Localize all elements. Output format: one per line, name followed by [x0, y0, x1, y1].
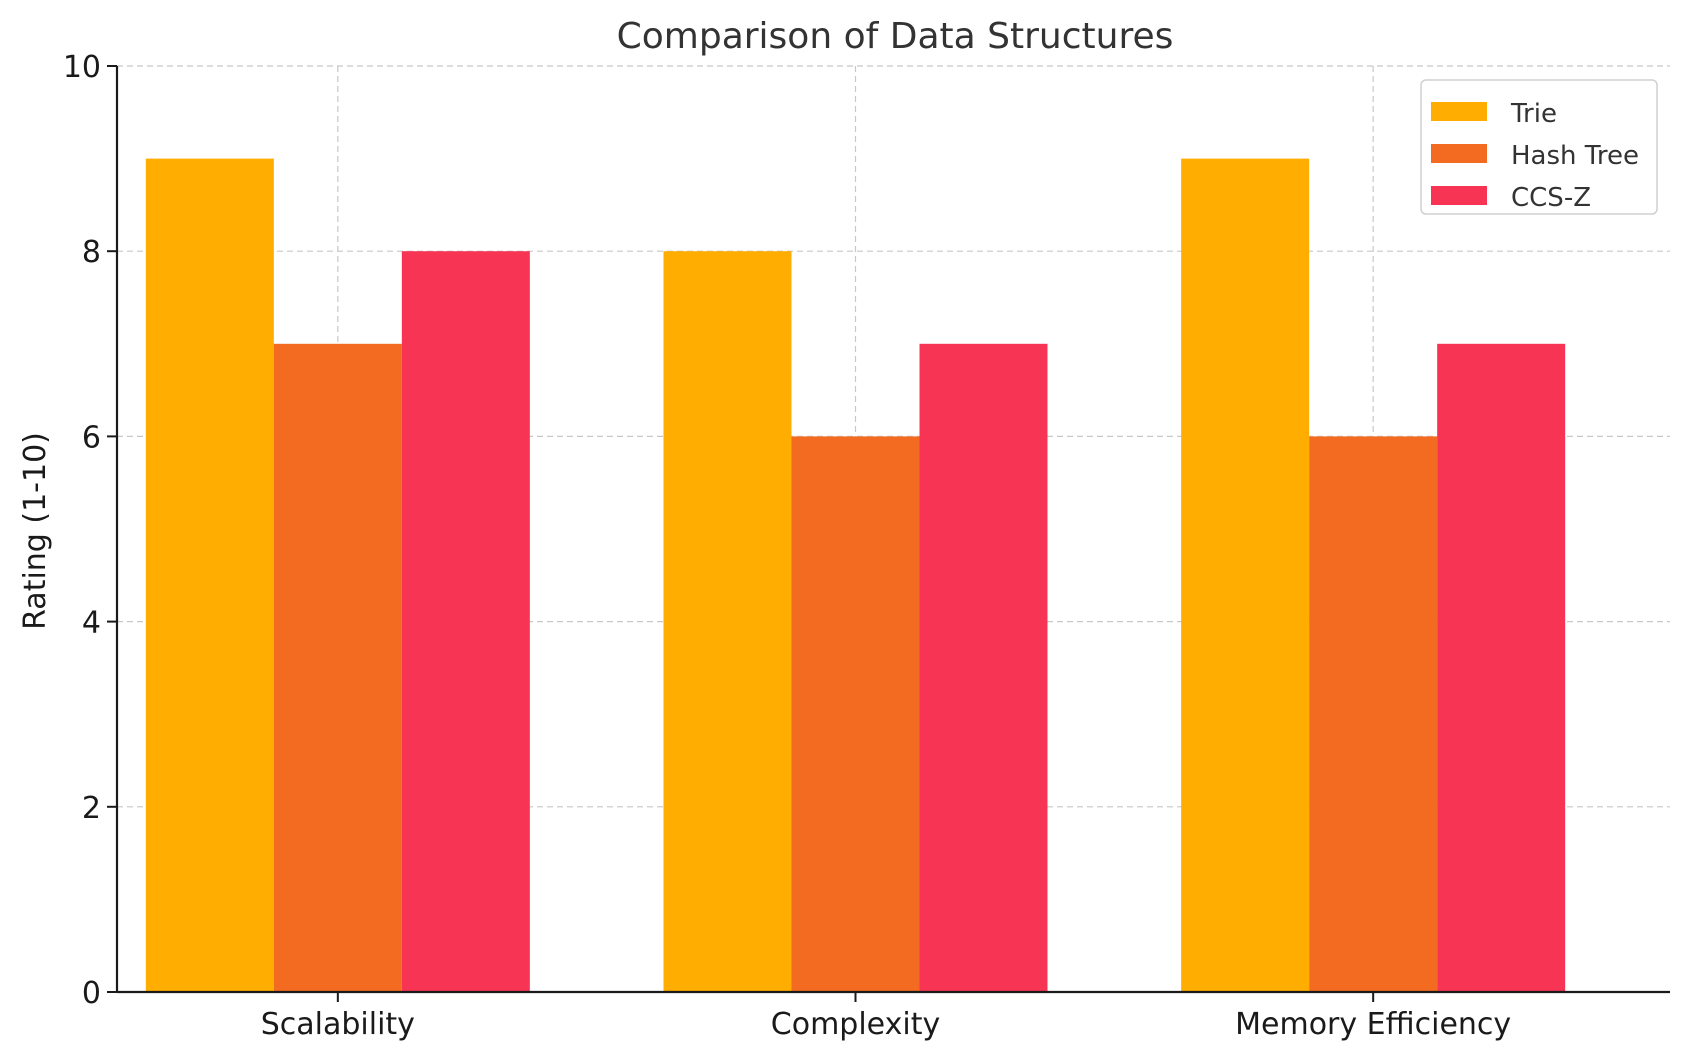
x-tick-label: Complexity [771, 1007, 940, 1042]
x-tick-label: Memory Efficiency [1235, 1007, 1511, 1042]
legend-swatch [1431, 186, 1487, 205]
y-axis-label: Rating (1-10) [18, 432, 53, 630]
bar-hash-tree-scalability [273, 343, 402, 992]
bar-hash-tree-memory-efficiency [1309, 436, 1438, 992]
y-tick-label: 6 [82, 420, 101, 455]
chart-title: Comparison of Data Structures [617, 16, 1174, 57]
bar-ccs-z-scalability [401, 251, 530, 992]
legend-swatch [1431, 102, 1487, 121]
legend-label: CCS-Z [1511, 183, 1591, 213]
tick-labels: 0 2 4 6 8 10 Scalability Complexity Memory Effic… [63, 50, 1511, 1042]
bar-ccs-z-complexity [919, 343, 1048, 992]
bars [145, 158, 1566, 993]
axes [107, 65, 1670, 1002]
bar-trie-complexity [663, 251, 792, 992]
y-tick-label: 4 [82, 606, 101, 641]
y-tick-label: 2 [82, 791, 101, 826]
bar-hash-tree-complexity [791, 436, 920, 992]
y-tick-label: 8 [82, 235, 101, 270]
legend-label: Trie [1510, 99, 1557, 129]
y-tick-label: 0 [82, 976, 101, 1011]
legend: Trie Hash Tree CCS-Z [1420, 79, 1658, 215]
bar-trie-memory-efficiency [1181, 158, 1310, 993]
legend-label: Hash Tree [1511, 141, 1639, 171]
bar-trie-scalability [145, 158, 274, 993]
bar-ccs-z-memory-efficiency [1437, 343, 1566, 992]
y-tick-label: 10 [63, 50, 101, 85]
legend-swatch [1431, 144, 1487, 163]
x-tick-label: Scalability [261, 1007, 415, 1042]
